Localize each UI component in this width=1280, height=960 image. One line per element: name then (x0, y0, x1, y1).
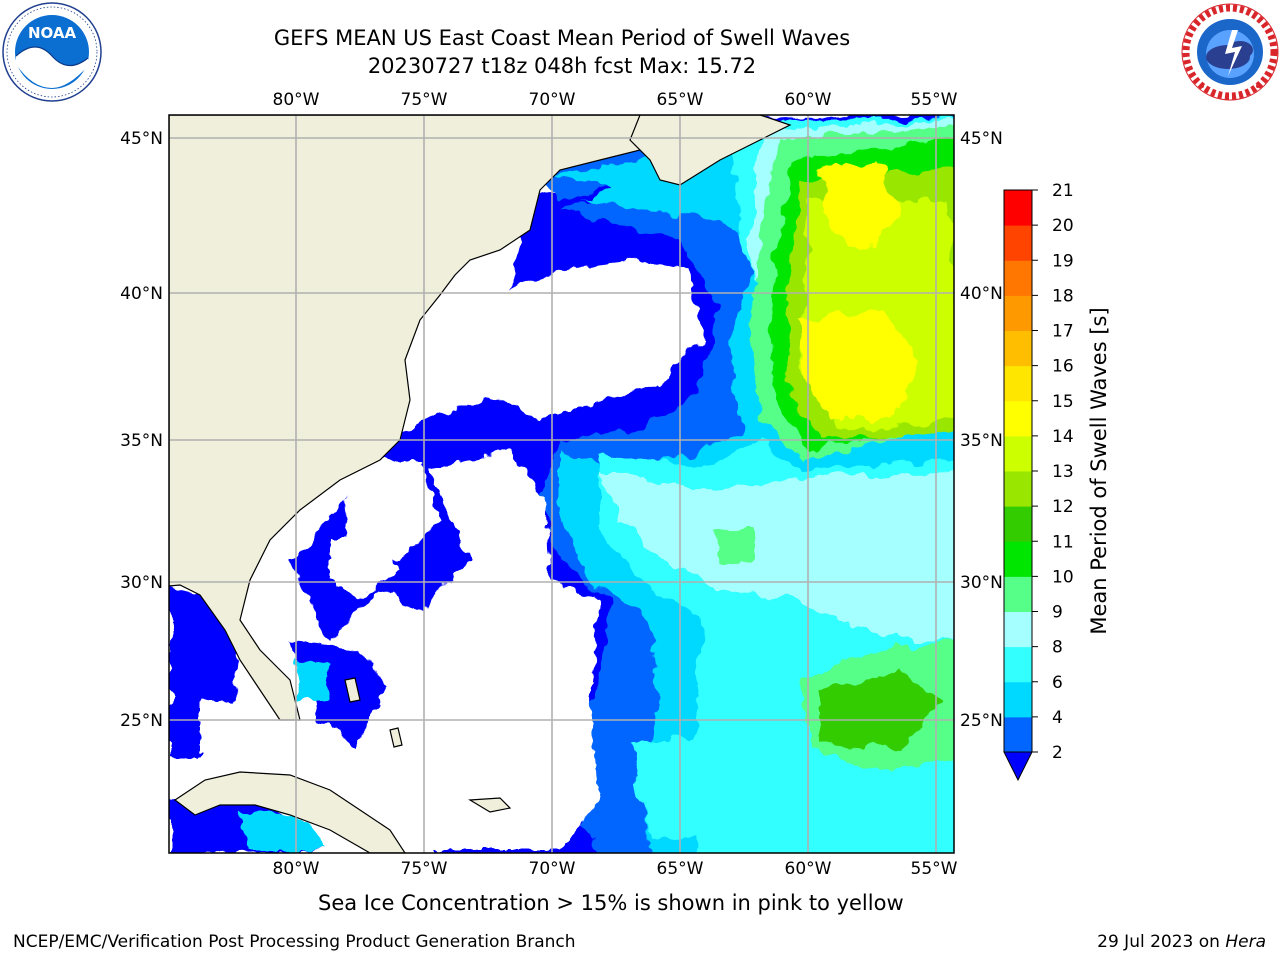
colorbar-segment (1004, 435, 1032, 472)
colorbar-tick-label: 2 (1052, 743, 1063, 763)
field-9-10-patch (715, 530, 755, 565)
colorbar-segment (1004, 400, 1032, 437)
land-us-east-coast (169, 115, 661, 721)
colorbar-tick-label: 17 (1052, 322, 1074, 342)
field-4-6-caribbean (240, 810, 330, 850)
lon-label-top: 60°W (785, 90, 832, 110)
colorbar-segment (1004, 330, 1032, 367)
producer-credit: NCEP/EMC/Verification Post Processing Pr… (13, 932, 576, 952)
colorbar-segment (1004, 541, 1032, 577)
colorbar-tick-label: 21 (1052, 181, 1074, 201)
colorbar-segment (1004, 295, 1032, 331)
land-cuba (173, 771, 406, 853)
lon-label-bottom: 55°W (911, 859, 958, 879)
colorbar-tick-label: 8 (1052, 638, 1063, 658)
chart-subtitle: 20230727 t18z 048h fcst Max: 15.72 (367, 54, 757, 78)
field-8-9 (600, 470, 954, 640)
graticule (169, 115, 954, 853)
lat-label-left: 40°N (120, 284, 163, 304)
field-14-15-b (800, 310, 920, 420)
chart-title: GEFS MEAN US East Coast Mean Period of S… (273, 26, 851, 50)
sea-ice-note: Sea Ice Concentration > 15% is shown in … (318, 891, 904, 915)
lat-label-left: 35°N (120, 431, 163, 451)
lon-label-top: 75°W (401, 90, 448, 110)
noaa-logo-text: NOAA (28, 24, 77, 42)
colorbar-tick-label: 4 (1052, 708, 1063, 728)
lon-label-bottom: 65°W (657, 859, 704, 879)
colorbar-segment (1004, 471, 1032, 507)
lat-label-right: 40°N (960, 284, 1003, 304)
field-14-15 (820, 160, 900, 250)
lon-label-top: 70°W (529, 90, 576, 110)
lat-label-right: 25°N (960, 711, 1003, 731)
host-name: Hera (1225, 932, 1266, 952)
gap-southeast (350, 450, 600, 850)
colorbar-segment (1004, 611, 1032, 648)
colorbar-tick-label: 15 (1052, 392, 1074, 412)
colorbar-tick-label: 10 (1052, 567, 1074, 587)
lon-label-bottom: 80°W (273, 859, 320, 879)
colorbar-segment (1004, 260, 1032, 296)
land-hispaniola (468, 797, 512, 813)
colorbar-segment (1004, 225, 1032, 261)
colorbar-extend-min (1003, 751, 1033, 782)
noaa-logo-icon: NOAA (2, 2, 102, 102)
colorbar-tick-label: 6 (1052, 673, 1063, 693)
field-6-8-patch (630, 740, 720, 840)
colorbar: 2 4 6 8 9 10 11 12 13 14 15 16 17 18 19 20 21 (1003, 181, 1074, 782)
colorbar-tick-label: 16 (1052, 357, 1074, 377)
lon-label-bottom: 60°W (785, 859, 832, 879)
gap-gulf-stream (430, 290, 680, 420)
land-bahamas-2 (389, 727, 403, 748)
field-4-6-florida (295, 660, 330, 700)
lon-label-top: 65°W (657, 90, 704, 110)
colorbar-tick-label: 14 (1052, 427, 1074, 447)
gap-west (340, 460, 440, 560)
colorbar-tick-label: 11 (1052, 532, 1074, 552)
national-weather-service-logo-icon (1181, 3, 1279, 101)
field-10-11-south (820, 670, 940, 750)
colorbar-segment (1004, 646, 1032, 683)
run-date: 29 Jul 2023 on (1097, 932, 1220, 952)
date-host: 29 Jul 2023 on Hera (1097, 932, 1266, 952)
colorbar-label: Mean Period of Swell Waves [s] (1087, 307, 1111, 634)
colorbar-tick-label: 12 (1052, 497, 1074, 517)
colorbar-tick-label: 20 (1052, 216, 1074, 236)
lat-label-left: 45°N (120, 129, 163, 149)
lon-label-top: 55°W (911, 90, 958, 110)
colorbar-tick-label: 18 (1052, 286, 1074, 306)
colorbar-tick-label: 19 (1052, 251, 1074, 271)
lat-label-right: 45°N (960, 129, 1003, 149)
colorbar-segment (1004, 576, 1032, 612)
colorbar-tick-label: 13 (1052, 462, 1074, 482)
lat-label-right: 35°N (960, 431, 1003, 451)
colorbar-segment (1004, 506, 1032, 542)
lon-label-bottom: 70°W (529, 859, 576, 879)
land (169, 115, 792, 853)
lat-label-left: 25°N (120, 711, 163, 731)
lat-label-right: 30°N (960, 573, 1003, 593)
lon-label-top: 80°W (273, 90, 320, 110)
colorbar-segment (1004, 716, 1032, 753)
map-frame (168, 114, 955, 854)
no-swell-gaps (200, 290, 680, 850)
colorbar-segment (1004, 190, 1032, 226)
colorbar-segment (1004, 681, 1032, 718)
land-nova-scotia (629, 115, 792, 186)
lon-label-bottom: 75°W (401, 859, 448, 879)
land-bahamas-1 (344, 677, 361, 703)
colorbar-tick-label: 9 (1052, 603, 1063, 623)
lat-label-left: 30°N (120, 573, 163, 593)
colorbar-segment (1004, 365, 1032, 402)
